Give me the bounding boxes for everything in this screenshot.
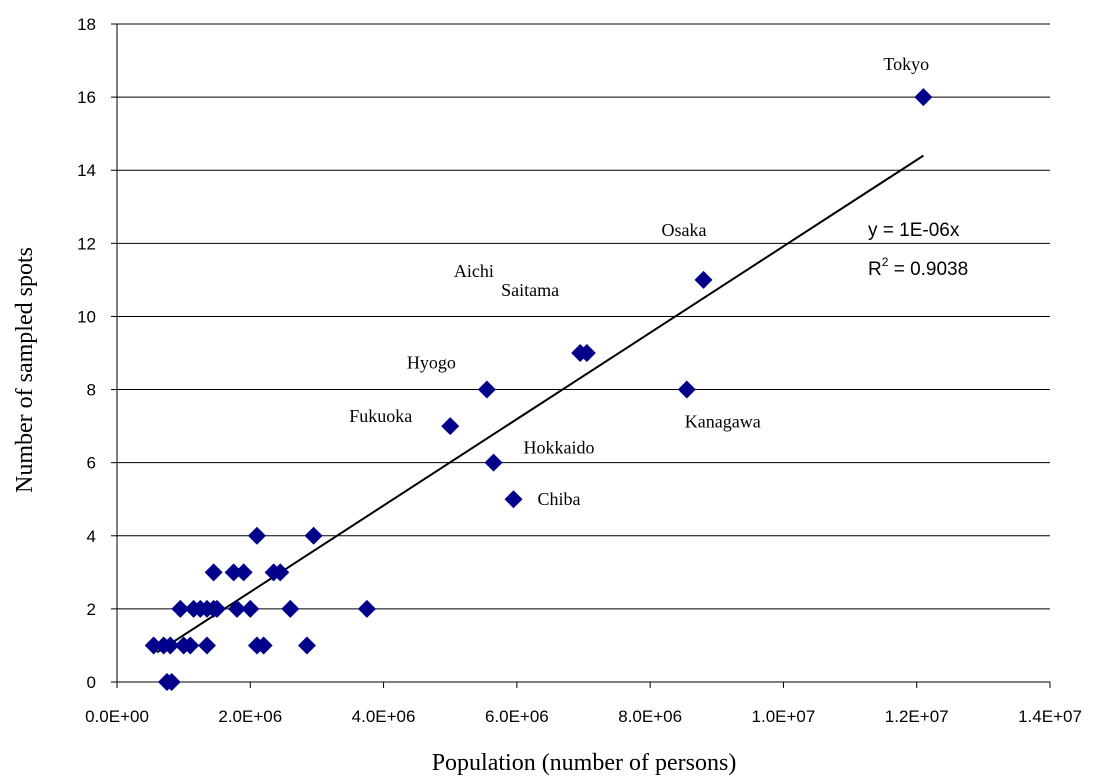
point-label-hyogo: Hyogo [407, 353, 456, 373]
data-point [207, 599, 226, 618]
point-label-saitama: Saitama [501, 280, 559, 300]
data-point [281, 599, 300, 618]
data-point-kanagawa [677, 380, 696, 399]
data-point-osaka [694, 270, 713, 289]
y-tick-label: 14 [77, 161, 96, 180]
point-label-fukuoka: Fukuoka [349, 406, 412, 426]
point-label-chiba: Chiba [538, 489, 581, 509]
data-points [144, 88, 933, 691]
x-tick-label: 1.2E+07 [885, 707, 949, 726]
data-point [227, 599, 246, 618]
y-axis-ticks: 0 2 4 6 8 10 12 14 16 18 [77, 15, 117, 692]
point-label-aichi: Aichi [454, 261, 494, 281]
data-point [247, 526, 266, 545]
data-point [357, 599, 376, 618]
x-tick-label: 4.0E+06 [352, 707, 416, 726]
data-point [162, 673, 181, 691]
y-tick-label: 18 [77, 15, 96, 34]
point-label-hokkaido: Hokkaido [524, 438, 595, 458]
y-tick-label: 6 [87, 454, 96, 473]
data-point [271, 563, 290, 582]
y-axis-title: Number of sampled spots [12, 247, 38, 493]
data-point [304, 526, 323, 545]
x-tick-label: 6.0E+06 [485, 707, 549, 726]
gridlines [117, 23, 1050, 610]
data-point [171, 599, 190, 618]
data-point [181, 636, 200, 655]
data-point [224, 563, 243, 582]
point-label-tokyo: Tokyo [883, 54, 929, 74]
data-point [241, 599, 260, 618]
data-point-hokkaido [484, 453, 503, 472]
y-tick-label: 2 [87, 600, 96, 619]
x-axis-ticks: 0.0E+00 2.0E+06 4.0E+06 6.0E+06 8.0E+06 1.0E+… [85, 682, 1082, 726]
y-tick-label: 0 [87, 673, 96, 692]
x-tick-label: 8.0E+06 [618, 707, 682, 726]
data-point [254, 636, 273, 655]
x-tick-label: 1.4E+07 [1018, 707, 1082, 726]
x-axis-title: Population (number of persons) [432, 750, 737, 776]
trendline-equation: y = 1E-06x [868, 220, 960, 241]
y-tick-label: 10 [77, 307, 96, 326]
data-point-hyogo [477, 380, 496, 399]
r-squared-exponent: 2 [882, 255, 889, 269]
y-tick-label: 12 [77, 234, 96, 253]
data-point-fukuoka [441, 417, 460, 436]
point-label-kanagawa: Kanagawa [685, 412, 761, 432]
axes [116, 24, 1050, 683]
data-point [161, 636, 180, 655]
r-squared-value: = 0.9038 [888, 259, 968, 280]
data-point-saitama [571, 344, 590, 362]
data-point [144, 636, 163, 655]
y-tick-label: 4 [87, 527, 96, 546]
data-point [297, 636, 316, 655]
r-squared: R2 = 0.9038 [868, 255, 968, 280]
y-tick-label: 8 [87, 381, 96, 400]
data-point-tokyo [914, 88, 933, 107]
data-point [234, 563, 253, 582]
data-point [197, 636, 216, 655]
data-point-chiba [504, 490, 523, 509]
point-labels: Tokyo Osaka Aichi Saitama Kanagawa Hyogo Fukuo… [349, 54, 929, 509]
x-tick-label: 2.0E+06 [218, 707, 282, 726]
point-label-osaka: Osaka [661, 220, 706, 240]
x-tick-label: 0.0E+00 [85, 707, 149, 726]
data-point [204, 563, 223, 582]
x-tick-label: 1.0E+07 [752, 707, 816, 726]
y-tick-label: 16 [77, 88, 96, 107]
r-squared-prefix: R [868, 259, 882, 280]
